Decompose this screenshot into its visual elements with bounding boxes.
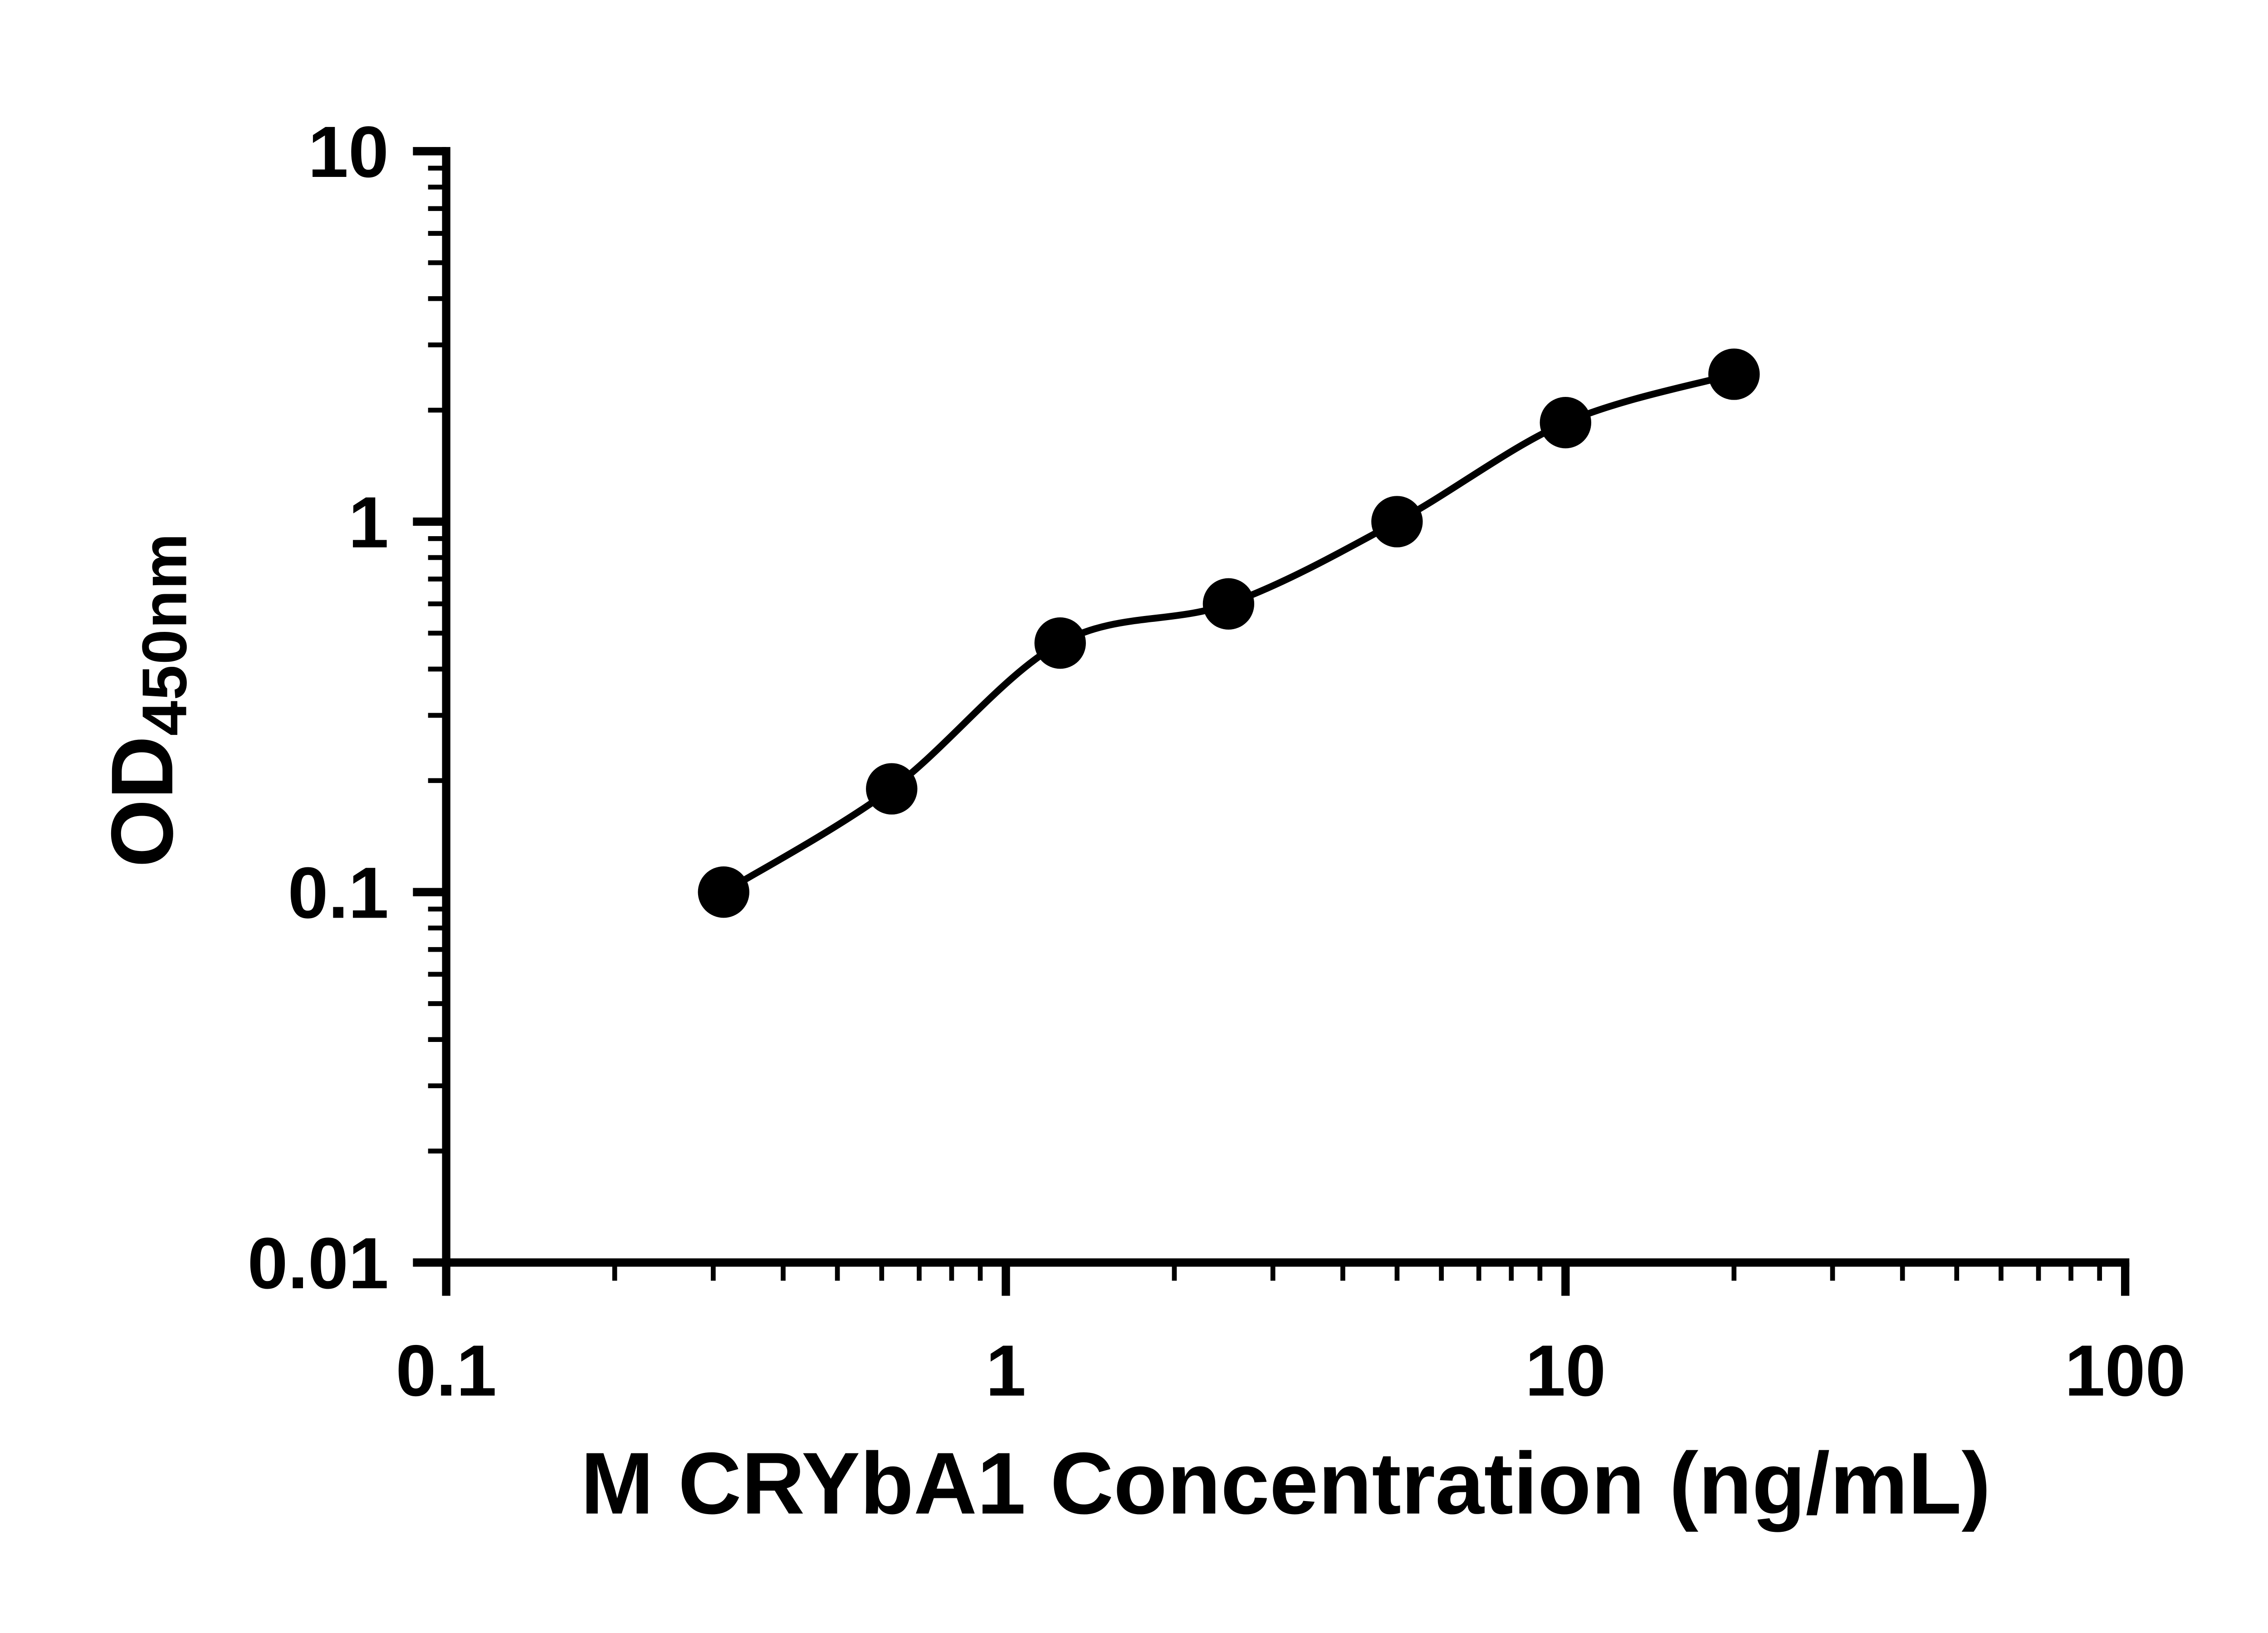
data-point: [866, 763, 918, 815]
axis-lines: [442, 147, 2130, 1267]
axis-spines: [442, 147, 2130, 1267]
major-ticks: [413, 147, 2130, 1296]
fit-curve-group: [720, 371, 1738, 896]
x-tick-label: 10: [1525, 1330, 1606, 1411]
y-tick-label: 10: [308, 111, 389, 192]
y-axis-title: OD450nm: [92, 533, 201, 867]
x-axis-title: M CRYbA1 Concentration (ng/mL): [581, 1435, 1991, 1533]
fit-curve: [720, 371, 1738, 896]
y-tick-label: 0.1: [288, 852, 389, 933]
y-axis-title-main: OD: [93, 736, 192, 868]
minor-ticks: [428, 166, 2102, 1281]
y-tick-label: 1: [348, 482, 389, 563]
x-tick-label: 0.1: [396, 1330, 496, 1411]
y-axis-title-subscript: 450nm: [128, 533, 200, 736]
data-point: [698, 866, 749, 918]
x-tick-label: 1: [986, 1330, 1026, 1411]
data-points-group: [698, 348, 1760, 918]
data-point: [1202, 578, 1255, 630]
x-tick-label: 100: [2065, 1330, 2186, 1411]
data-point: [1034, 617, 1086, 669]
data-point: [1371, 496, 1423, 548]
y-tick-label: 0.01: [248, 1222, 389, 1304]
data-point: [1708, 348, 1760, 400]
data-point: [1540, 396, 1592, 449]
